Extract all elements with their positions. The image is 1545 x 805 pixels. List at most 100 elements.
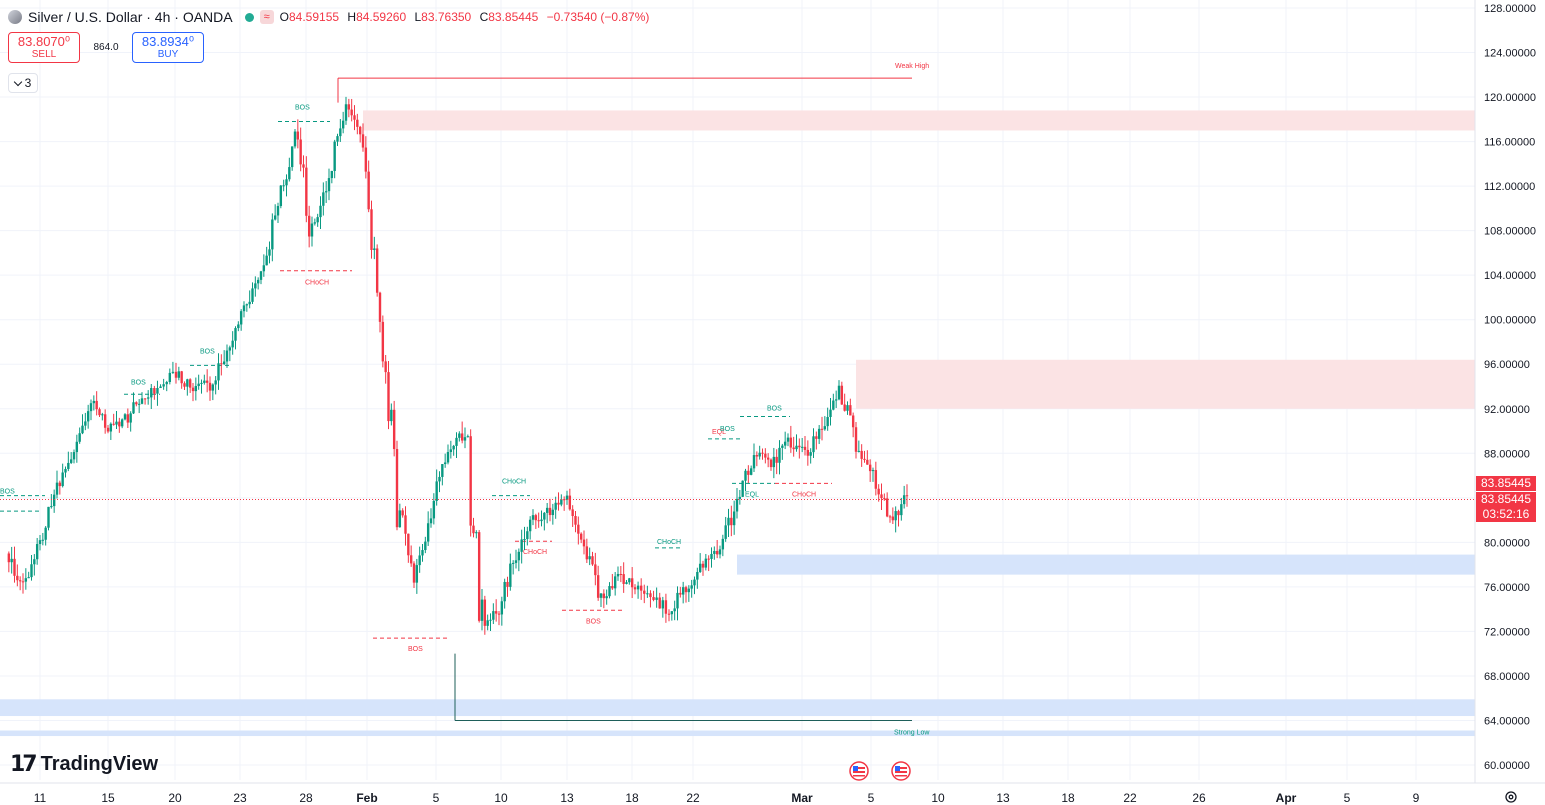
candle-body xyxy=(168,372,172,382)
symbol-title[interactable]: Silver / U.S. Dollar · 4h · OANDA xyxy=(28,9,233,25)
bar-countdown: 03:52:16 xyxy=(1476,507,1536,522)
delayed-data-badge[interactable]: ≈ xyxy=(259,10,274,24)
candle-body xyxy=(646,593,649,595)
candle-body xyxy=(630,578,634,588)
candle-body xyxy=(86,411,90,422)
candle-body xyxy=(554,502,557,510)
sell-label: SELL xyxy=(31,48,57,60)
candle-body xyxy=(429,518,433,524)
candle-body xyxy=(721,538,725,550)
candle-body xyxy=(273,215,277,220)
price-axis-tick-label: 88.00000 xyxy=(1484,448,1530,460)
spread-value: 864.0 xyxy=(93,42,119,53)
time-axis-tick-label: 22 xyxy=(686,791,700,805)
candle-body xyxy=(543,512,546,520)
candle-body xyxy=(744,470,747,481)
candle-body xyxy=(214,380,217,385)
candle-body xyxy=(293,131,297,147)
candle-body xyxy=(271,219,274,250)
candle-body xyxy=(613,576,617,589)
candle-body xyxy=(500,601,504,615)
indicators-toggle-button[interactable]: 3 xyxy=(8,73,38,93)
candle-body xyxy=(809,452,812,456)
candle-body xyxy=(69,459,73,463)
buy-label: BUY xyxy=(157,48,179,60)
candle-body xyxy=(506,581,509,587)
candle-body xyxy=(455,437,458,446)
candle-body xyxy=(741,480,744,497)
price-axis-tick-label: 100.00000 xyxy=(1484,315,1536,327)
candle-body xyxy=(783,441,787,446)
candle-body xyxy=(265,255,268,266)
candle-body xyxy=(18,580,22,582)
candle-body xyxy=(61,472,64,487)
candle-body xyxy=(475,532,478,534)
candle-body xyxy=(381,321,385,362)
time-axis-tick-label: 13 xyxy=(996,791,1010,805)
candle-body xyxy=(16,575,19,581)
candle-body xyxy=(370,209,373,250)
candle-body xyxy=(208,382,212,391)
candle-body xyxy=(146,397,150,399)
candle-body xyxy=(10,558,13,563)
candle-body xyxy=(24,578,28,582)
candle-body xyxy=(551,509,555,516)
candle-body xyxy=(279,185,283,207)
candle-body xyxy=(514,560,518,563)
candle-body xyxy=(101,414,104,416)
candle-body xyxy=(676,592,679,609)
candle-body xyxy=(860,450,863,459)
candle-body xyxy=(239,311,243,325)
tradingview-logo[interactable]: 17 TradingView xyxy=(10,752,158,777)
gear-icon[interactable] xyxy=(1504,790,1518,804)
candle-body xyxy=(611,586,614,589)
candle-body xyxy=(452,445,455,450)
candle-body xyxy=(596,575,600,598)
tradingview-logo-text: TradingView xyxy=(40,753,159,775)
sell-button[interactable]: 83.8070⁰ SELL xyxy=(8,32,80,63)
candle-body xyxy=(432,500,436,519)
time-axis-tick-label: 15 xyxy=(101,791,115,805)
candle-body xyxy=(327,178,331,192)
candle-body xyxy=(888,516,892,518)
candle-body xyxy=(489,619,492,621)
candle-body xyxy=(126,414,130,423)
candle-body xyxy=(701,563,705,568)
time-axis-tick-label: 28 xyxy=(299,791,313,805)
candle-body xyxy=(585,546,589,560)
candle-body xyxy=(112,423,115,425)
us-event-flag-icon[interactable] xyxy=(849,761,869,781)
structure-label: CHoCH xyxy=(657,539,681,546)
candle-body xyxy=(44,527,47,540)
candle-body xyxy=(897,511,900,516)
candle-body xyxy=(310,223,314,237)
candle-body xyxy=(251,288,254,302)
order-block-zone xyxy=(0,699,1475,717)
candle-body xyxy=(707,558,710,560)
price-axis-tick-label: 112.00000 xyxy=(1484,181,1535,193)
candle-body xyxy=(639,585,643,591)
candle-body xyxy=(894,511,897,521)
candle-body xyxy=(282,185,285,187)
buy-button[interactable]: 83.8934⁰ BUY xyxy=(132,32,204,63)
candle-body xyxy=(390,409,393,422)
price-axis-tick-label: 104.00000 xyxy=(1484,270,1536,282)
price-axis-tick-label: 64.00000 xyxy=(1484,715,1530,727)
price-axis-tick-label: 76.00000 xyxy=(1484,582,1530,594)
candle-body xyxy=(667,613,671,615)
candle-body xyxy=(883,498,886,500)
us-event-flag-icon[interactable] xyxy=(891,761,911,781)
candle-body xyxy=(713,550,716,554)
candle-body xyxy=(857,450,861,452)
candle-body xyxy=(89,403,93,412)
candle-body xyxy=(829,409,832,418)
candle-body xyxy=(106,427,110,432)
candle-body xyxy=(64,468,67,473)
candle-body xyxy=(330,170,334,179)
candle-body xyxy=(438,476,441,482)
candle-body xyxy=(792,447,795,450)
candle-body xyxy=(523,538,526,540)
candle-body xyxy=(591,556,594,565)
candle-body xyxy=(200,382,203,384)
